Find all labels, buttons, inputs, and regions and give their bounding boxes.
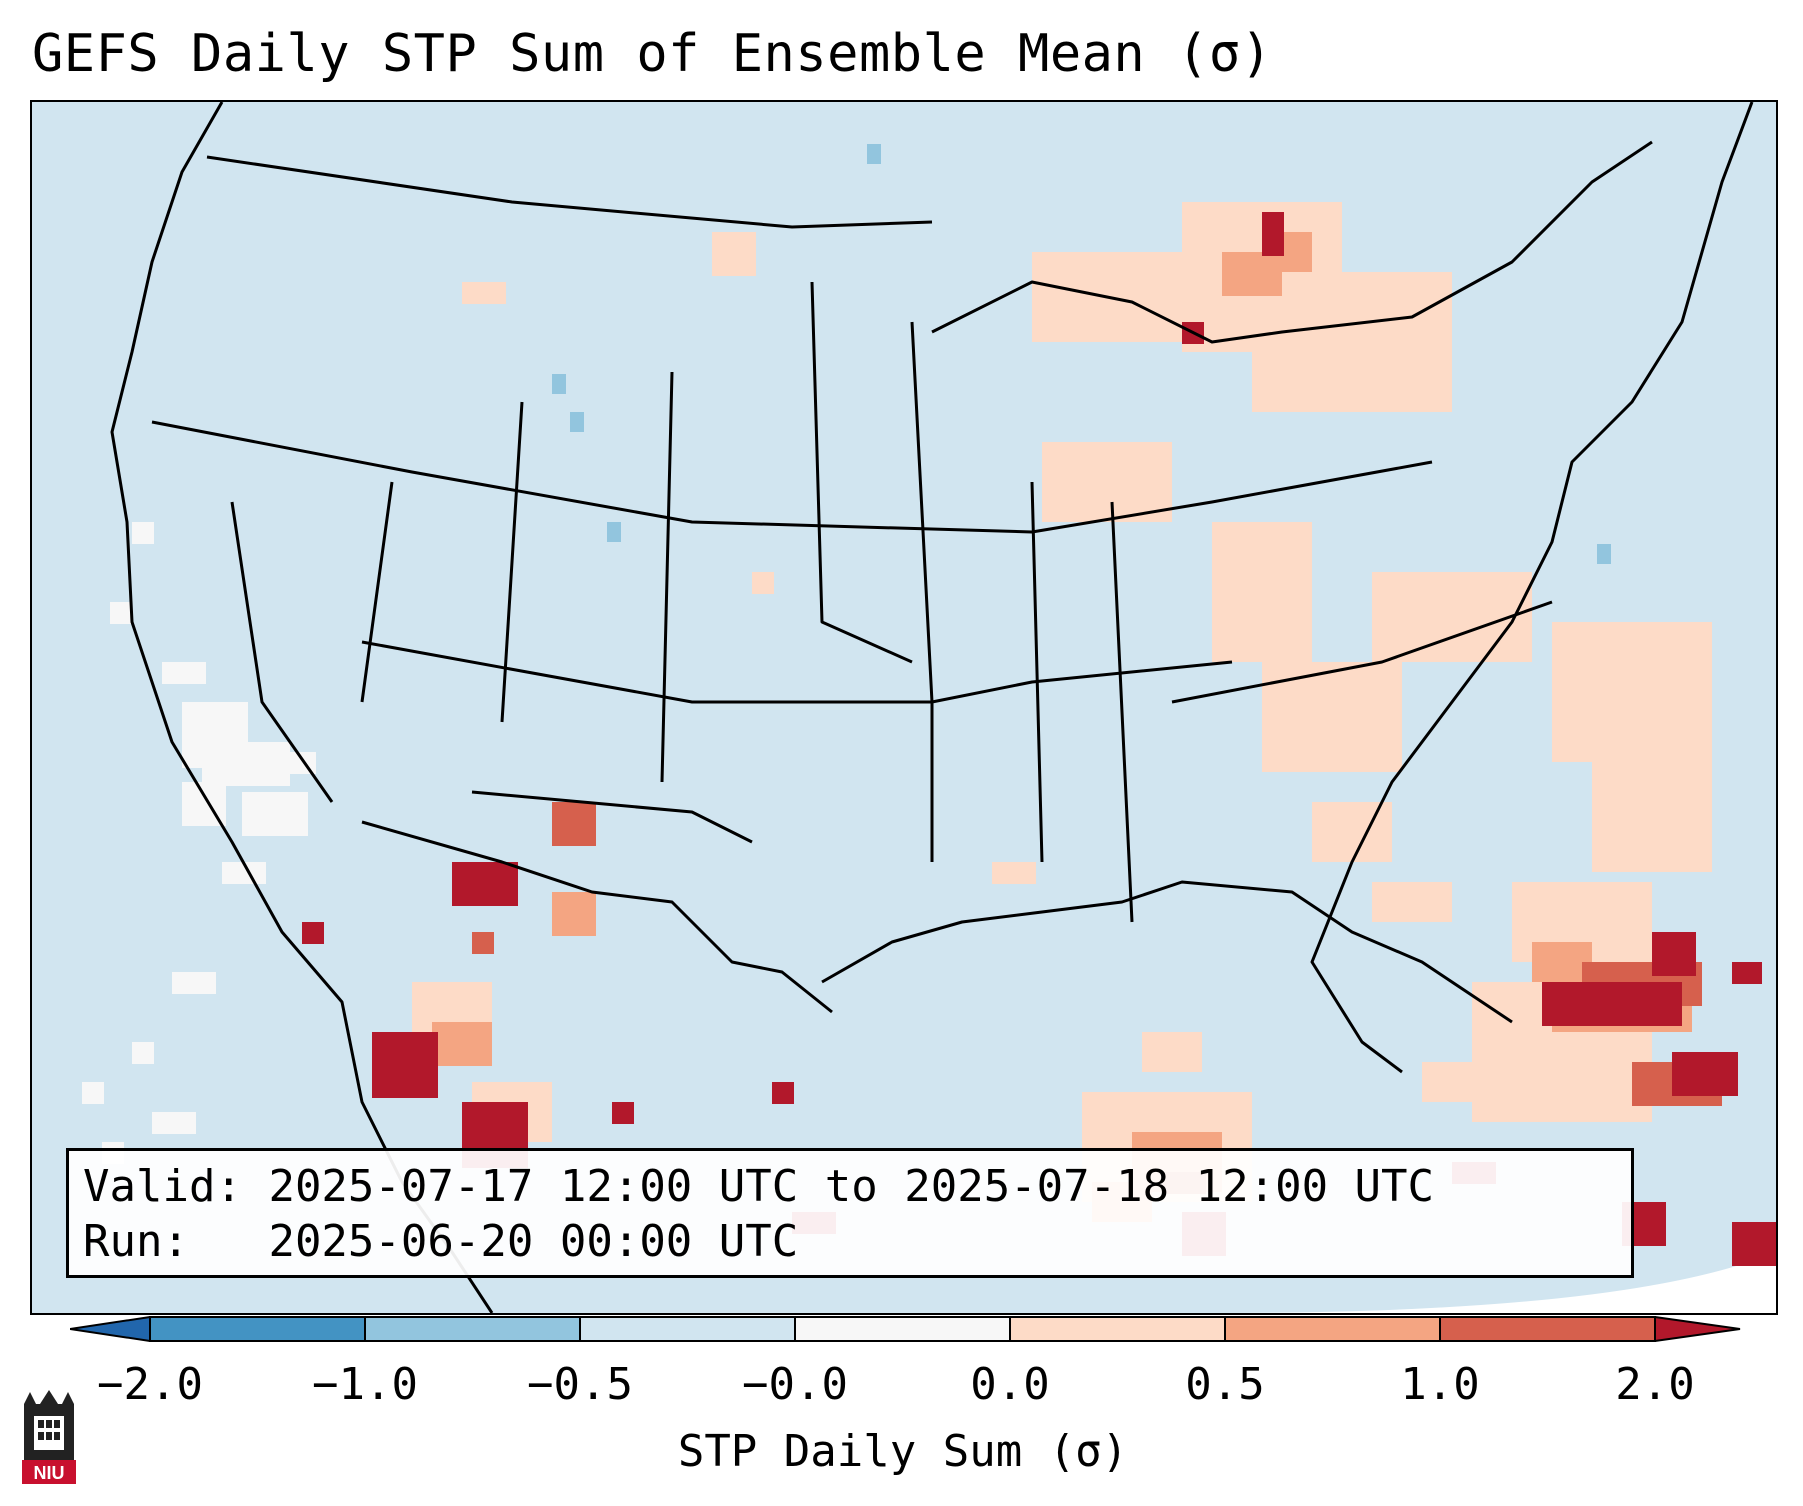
colorbar-bin-7: [1439, 1316, 1656, 1342]
gulf-coastline: [821, 880, 1513, 1024]
colorbar-tick-label: 0.0: [970, 1359, 1050, 1410]
east-coastline: [1310, 102, 1754, 1074]
run-time-value: 2025-06-20 00:00 UTC: [268, 1216, 799, 1267]
colorbar-bin-6: [1224, 1316, 1441, 1342]
colorbar-tick-label: −2.0: [97, 1359, 203, 1410]
colorbar-extend-high: [1654, 1316, 1741, 1342]
valid-time-value: 2025-07-17 12:00 UTC to 2025-07-18 12:00…: [268, 1161, 1435, 1212]
colorbar-tick-label: −0.5: [527, 1359, 633, 1410]
colorbar: [70, 1316, 1741, 1342]
run-label: Run:: [83, 1216, 189, 1267]
colorbar-bin-5: [1009, 1316, 1226, 1342]
colorbar-tick-label: −1.0: [312, 1359, 418, 1410]
great-lakes-outline: [931, 140, 1653, 344]
colorbar-tick-label: 1.0: [1400, 1359, 1480, 1410]
colorbar-bin-4: [794, 1316, 1011, 1342]
colorbar-bin-2: [364, 1316, 581, 1342]
map-domain: [32, 102, 1776, 1313]
us-canada-border: [206, 155, 933, 229]
valid-time-line: Valid: 2025-07-17 12:00 UTC to 2025-07-1…: [83, 1159, 1617, 1214]
valid-label: Valid:: [83, 1161, 242, 1212]
valid-run-info-box: Valid: 2025-07-17 12:00 UTC to 2025-07-1…: [66, 1148, 1634, 1278]
colorbar-title: STP Daily Sum (σ): [677, 1426, 1129, 1477]
negative-anomaly-field: [552, 144, 1611, 564]
niu-logo: NIU: [22, 1390, 76, 1484]
colorbar-bin-3: [579, 1316, 796, 1342]
colorbar-extend-low: [70, 1316, 151, 1342]
map-title: GEFS Daily STP Sum of Ensemble Mean (σ): [32, 24, 1273, 84]
state-border-set-b: [230, 281, 913, 803]
colorbar-tick-label: −0.0: [742, 1359, 848, 1410]
svg-text:NIU: NIU: [34, 1463, 65, 1483]
pacific-neutral-field: [82, 522, 316, 1164]
map-canvas: [32, 102, 1776, 1313]
colorbar-tick-label: 2.0: [1615, 1359, 1695, 1410]
map-panel[interactable]: [30, 100, 1778, 1315]
positive-anomaly-field: [302, 202, 1776, 1266]
mexico-border: [361, 820, 833, 1014]
state-border-set-d: [361, 640, 1233, 844]
colorbar-tick-label: 0.5: [1185, 1359, 1265, 1410]
run-time-line: Run: 2025-06-20 00:00 UTC: [83, 1214, 1617, 1269]
state-border-set-a: [151, 420, 1433, 534]
colorbar-bin-1: [149, 1316, 366, 1342]
